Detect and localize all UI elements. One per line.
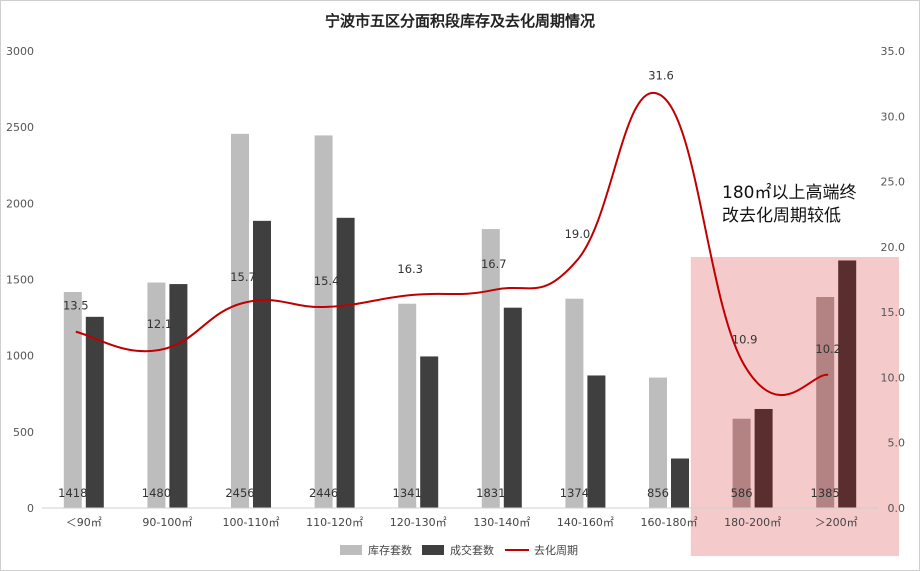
inventory-bar — [314, 135, 333, 508]
transaction-bar — [336, 217, 355, 508]
category-label: 180-200㎡ — [724, 516, 781, 529]
legend-cycle-label: 去化周期 — [534, 543, 578, 557]
transaction-bar — [503, 307, 522, 508]
legend-transaction-label: 成交套数 — [450, 543, 494, 557]
cycle-data-label: 10.9 — [732, 333, 758, 347]
right-axis-tick: 30.0 — [881, 110, 906, 123]
left-axis-tick: 1000 — [6, 350, 34, 363]
right-axis-tick: 20.0 — [881, 241, 906, 254]
right-axis-tick: 25.0 — [881, 176, 906, 189]
category-label: 110-120㎡ — [306, 516, 363, 529]
transaction-bar — [420, 356, 439, 508]
cycle-data-label: 16.7 — [481, 257, 507, 271]
inventory-bar — [649, 377, 667, 508]
category-label: 120-130㎡ — [390, 516, 447, 529]
inventory-data-label: 1385 — [811, 486, 840, 500]
cycle-line — [75, 91, 829, 397]
transaction-bar — [838, 260, 857, 508]
category-label: ＜90㎡ — [66, 516, 102, 529]
transaction-bar — [587, 375, 606, 508]
inventory-bar — [398, 303, 417, 508]
right-axis-tick: 5.0 — [888, 437, 906, 450]
category-label: ＞200㎡ — [815, 516, 858, 529]
cycle-data-label: 12.1 — [147, 317, 173, 331]
inventory-bar — [63, 291, 82, 508]
right-axis-tick: 0.0 — [888, 502, 906, 515]
inventory-data-label: 1831 — [476, 486, 505, 500]
left-axis-tick: 500 — [13, 426, 34, 439]
transaction-bar — [253, 220, 271, 508]
transaction-bar — [169, 284, 188, 508]
highlight-region — [690, 257, 899, 556]
left-axis-tick: 2000 — [6, 197, 34, 210]
inventory-data-label: 586 — [731, 486, 753, 500]
legend-transaction-swatch — [422, 545, 444, 555]
annotation-line-2: 改去化周期较低 — [722, 206, 841, 226]
left-axis-tick: 2500 — [6, 121, 34, 134]
category-label: 100-110㎡ — [223, 516, 280, 529]
inventory-data-label: 856 — [647, 486, 669, 500]
category-label: 90-100㎡ — [142, 516, 192, 529]
category-label: 140-160㎡ — [557, 516, 614, 529]
inventory-bar — [147, 282, 166, 508]
inventory-bar — [481, 229, 500, 508]
right-axis-tick: 35.0 — [881, 45, 906, 58]
inventory-data-label: 1418 — [58, 486, 87, 500]
inventory-bar — [732, 418, 751, 508]
right-axis-tick: 15.0 — [881, 306, 906, 319]
left-axis-tick: 3000 — [6, 45, 34, 58]
cycle-data-label: 19.0 — [565, 227, 591, 241]
transaction-bar — [754, 408, 773, 508]
right-axis-tick: 10.0 — [881, 371, 906, 384]
cycle-data-label: 15.4 — [314, 274, 340, 288]
cycle-data-label: 31.6 — [648, 68, 674, 82]
inventory-data-label: 1341 — [393, 486, 422, 500]
left-axis-tick: 1500 — [6, 274, 34, 287]
category-label: 130-140㎡ — [473, 516, 530, 529]
inventory-data-label: 1480 — [142, 486, 171, 500]
legend-inventory-label: 库存套数 — [368, 543, 412, 557]
left-axis-tick: 0 — [27, 502, 34, 515]
inventory-data-label: 2456 — [225, 486, 254, 500]
inventory-data-label: 2446 — [309, 486, 338, 500]
legend-inventory-swatch — [340, 545, 362, 555]
inventory-bar — [565, 298, 584, 508]
cycle-data-label: 10.2 — [815, 342, 841, 356]
inventory-bar — [816, 297, 835, 508]
cycle-data-label: 16.3 — [397, 262, 423, 276]
category-label: 160-180㎡ — [641, 516, 698, 529]
cycle-data-label: 13.5 — [63, 299, 89, 313]
inventory-bar — [231, 133, 249, 509]
transaction-bar — [85, 316, 104, 508]
transaction-bar — [671, 458, 689, 508]
chart-title: 宁波市五区分面积段库存及去化周期情况 — [325, 12, 595, 30]
inventory-data-label: 1374 — [560, 486, 589, 500]
cycle-data-label: 15.7 — [230, 270, 256, 284]
annotation-line-1: 180㎡以上高端终 — [722, 183, 856, 203]
